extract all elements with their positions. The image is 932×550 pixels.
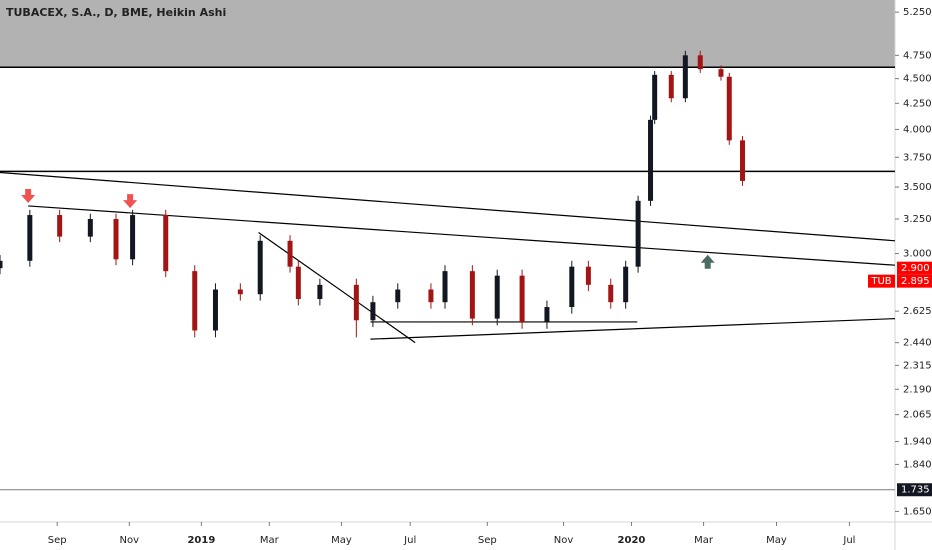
arrow-marker	[700, 254, 715, 269]
candle-body	[395, 289, 401, 303]
candle-body	[740, 140, 746, 181]
x-tick-label: May	[331, 535, 352, 546]
y-tick-label: 2.625	[903, 306, 932, 317]
candle-body	[257, 240, 263, 295]
candle-body	[648, 119, 654, 201]
x-tick-label: Mar	[260, 535, 280, 546]
candle-body	[608, 284, 614, 303]
candle-body	[163, 215, 169, 272]
y-tick-label: 2.190	[903, 384, 932, 395]
candle-body	[87, 219, 93, 237]
x-tick-label: May	[766, 535, 787, 546]
y-tick-label: 4.250	[903, 98, 932, 109]
x-tick-label: Mar	[694, 535, 714, 546]
price-label: 1.735	[901, 485, 930, 496]
arrow-marker	[123, 194, 138, 209]
candle-body	[27, 215, 33, 261]
y-tick-label: 1.940	[903, 437, 932, 448]
price-label: 2.895	[901, 276, 930, 287]
y-tick-label: 2.315	[903, 360, 932, 371]
y-tick-label: 3.750	[903, 152, 932, 163]
y-tick-label: 4.000	[903, 124, 932, 135]
candle-body	[718, 69, 724, 77]
y-tick-label: 5.250	[903, 7, 932, 18]
resistance-zone	[0, 0, 895, 68]
chart-title: TUBACEX, S.A., D, BME, Heikin Ashi	[6, 6, 226, 19]
candle-body	[317, 284, 323, 299]
trend-line	[258, 232, 416, 344]
candle-body	[130, 215, 136, 260]
x-tick-label: Jul	[842, 535, 855, 546]
candle-body	[370, 302, 376, 321]
candle-body	[635, 200, 641, 267]
trend-line	[370, 317, 896, 340]
y-tick-label: 3.250	[903, 214, 932, 225]
candle-body	[682, 55, 688, 99]
symbol-tag: TUB	[870, 276, 891, 287]
x-tick-label: Sep	[478, 535, 497, 546]
candle-body	[469, 271, 475, 319]
x-tick-label: Nov	[554, 535, 574, 546]
candle-body	[287, 240, 293, 267]
candle-body	[668, 74, 674, 99]
y-tick-label: 3.500	[903, 182, 932, 193]
candle-body	[519, 275, 525, 322]
y-tick-label: 4.750	[903, 50, 932, 61]
y-tick-label: 4.500	[903, 74, 932, 85]
candle-body	[428, 289, 434, 303]
candle-body	[237, 289, 243, 295]
trend-line	[0, 171, 896, 242]
x-tick-label: 2020	[618, 535, 646, 546]
candle-body	[726, 76, 732, 141]
candle-body	[697, 55, 703, 70]
x-tick-label: Sep	[48, 535, 67, 546]
candle-body	[295, 266, 301, 299]
candle-body	[353, 284, 359, 321]
candle-body	[192, 271, 198, 331]
candle-body	[57, 215, 63, 237]
symbol-tag-box	[868, 274, 895, 288]
y-tick-label: 3.000	[903, 249, 932, 260]
candle-body	[113, 219, 119, 260]
candle-body	[569, 266, 575, 308]
x-tick-label: 2019	[187, 535, 215, 546]
price-label-box	[897, 261, 932, 275]
candle-body	[544, 307, 550, 322]
candle-body	[585, 266, 591, 285]
price-label: 2.900	[901, 263, 930, 274]
price-label-box	[897, 274, 932, 288]
y-tick-label: 1.650	[903, 506, 932, 517]
y-tick-label: 1.840	[903, 459, 932, 470]
price-label-box	[897, 483, 932, 497]
candle-body	[0, 260, 3, 269]
y-tick-label: 2.440	[903, 338, 932, 349]
candle-body	[212, 289, 218, 331]
x-tick-label: Nov	[120, 535, 140, 546]
y-tick-label: 2.065	[903, 410, 932, 421]
x-tick-label: Jul	[403, 535, 416, 546]
candle-body	[494, 275, 500, 319]
candle-body	[442, 271, 448, 303]
arrow-marker	[21, 189, 36, 204]
candle-body	[652, 74, 658, 120]
trend-line	[28, 205, 896, 266]
candle-body	[623, 266, 629, 303]
